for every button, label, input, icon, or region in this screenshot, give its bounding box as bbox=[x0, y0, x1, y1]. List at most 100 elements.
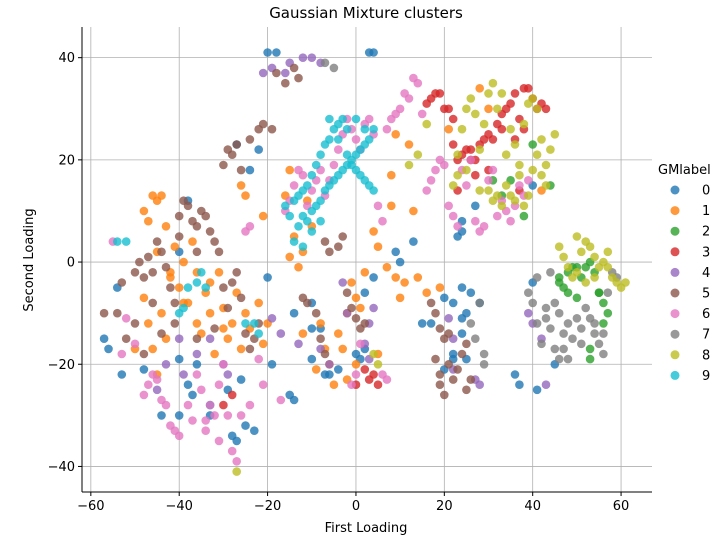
data-point bbox=[448, 140, 458, 149]
data-point bbox=[236, 344, 246, 354]
data-point bbox=[161, 400, 171, 410]
data-point bbox=[462, 165, 471, 175]
data-point bbox=[590, 319, 599, 328]
data-point bbox=[599, 329, 608, 338]
data-point bbox=[462, 308, 471, 318]
data-point bbox=[232, 436, 241, 446]
data-point bbox=[532, 104, 542, 114]
data-point bbox=[466, 375, 476, 384]
data-point bbox=[479, 360, 489, 369]
data-point bbox=[603, 308, 613, 318]
x-ticks: −60 −40 −20 0 20 40 60 bbox=[77, 492, 629, 514]
data-point bbox=[174, 232, 184, 241]
data-point bbox=[444, 124, 454, 134]
data-point bbox=[174, 431, 184, 441]
data-point bbox=[621, 278, 630, 287]
legend-marker bbox=[670, 206, 680, 216]
data-point bbox=[113, 237, 122, 246]
data-point bbox=[599, 298, 608, 308]
x-tick-label: 0 bbox=[352, 499, 360, 514]
data-point bbox=[214, 380, 224, 390]
data-point bbox=[205, 400, 215, 410]
data-point bbox=[484, 104, 493, 114]
data-point bbox=[391, 273, 401, 282]
data-point bbox=[250, 319, 259, 328]
data-point bbox=[170, 319, 180, 328]
y-tick-label: 40 bbox=[58, 51, 75, 66]
data-point bbox=[241, 308, 250, 318]
data-point bbox=[219, 160, 228, 170]
data-point bbox=[524, 176, 533, 185]
data-point bbox=[603, 247, 613, 257]
data-point bbox=[170, 298, 180, 308]
data-point bbox=[338, 344, 348, 354]
data-point bbox=[139, 390, 149, 400]
data-point bbox=[426, 298, 436, 308]
data-point bbox=[594, 339, 604, 349]
data-point bbox=[347, 303, 356, 313]
data-point bbox=[515, 380, 524, 390]
legend-marker bbox=[670, 370, 680, 380]
data-point bbox=[479, 349, 489, 359]
data-point bbox=[466, 319, 476, 328]
data-point bbox=[532, 385, 542, 395]
data-point bbox=[232, 268, 241, 277]
data-point bbox=[179, 370, 188, 379]
legend-title: GMlabel bbox=[658, 163, 711, 178]
data-point bbox=[152, 237, 162, 246]
data-point bbox=[307, 324, 317, 333]
data-point bbox=[519, 201, 529, 211]
data-point bbox=[351, 114, 361, 124]
data-point bbox=[599, 349, 608, 359]
data-point bbox=[524, 84, 533, 93]
data-point bbox=[435, 89, 445, 98]
data-point bbox=[174, 334, 184, 344]
data-point bbox=[426, 319, 436, 328]
data-point bbox=[581, 303, 590, 313]
data-point bbox=[311, 160, 321, 170]
data-point bbox=[413, 273, 423, 282]
data-point bbox=[272, 68, 281, 78]
data-point bbox=[404, 140, 414, 149]
data-point bbox=[466, 155, 476, 165]
data-point bbox=[528, 94, 537, 103]
data-point bbox=[166, 283, 175, 292]
data-point bbox=[245, 165, 255, 175]
data-point bbox=[563, 354, 573, 364]
data-point bbox=[444, 201, 454, 211]
data-point bbox=[471, 201, 480, 211]
data-point bbox=[585, 354, 595, 364]
legend-label: 7 bbox=[702, 328, 710, 343]
data-point bbox=[356, 339, 365, 349]
data-point bbox=[179, 257, 188, 267]
data-point bbox=[205, 227, 215, 236]
data-point bbox=[404, 94, 414, 103]
data-point bbox=[223, 303, 233, 313]
data-point bbox=[227, 278, 237, 287]
data-point bbox=[497, 89, 507, 98]
data-point bbox=[311, 308, 321, 318]
y-tick-label: 0 bbox=[67, 256, 75, 271]
data-point bbox=[364, 114, 374, 124]
data-point bbox=[541, 380, 551, 390]
x-tick-label: 20 bbox=[436, 499, 453, 514]
data-point bbox=[532, 150, 542, 159]
data-point bbox=[294, 222, 303, 231]
data-point bbox=[210, 411, 219, 420]
data-point bbox=[223, 370, 233, 379]
data-point bbox=[382, 124, 392, 134]
data-point bbox=[484, 89, 493, 98]
data-point bbox=[440, 160, 449, 170]
data-point bbox=[241, 319, 250, 328]
data-point bbox=[161, 262, 171, 272]
data-point bbox=[572, 293, 582, 303]
data-point bbox=[519, 119, 529, 129]
data-point bbox=[307, 227, 317, 236]
data-point bbox=[241, 329, 250, 338]
data-point bbox=[448, 211, 458, 221]
y-tick-label: −20 bbox=[48, 358, 75, 373]
data-point bbox=[532, 319, 542, 328]
data-point bbox=[475, 145, 485, 154]
data-point bbox=[334, 365, 343, 374]
data-point bbox=[320, 237, 330, 246]
